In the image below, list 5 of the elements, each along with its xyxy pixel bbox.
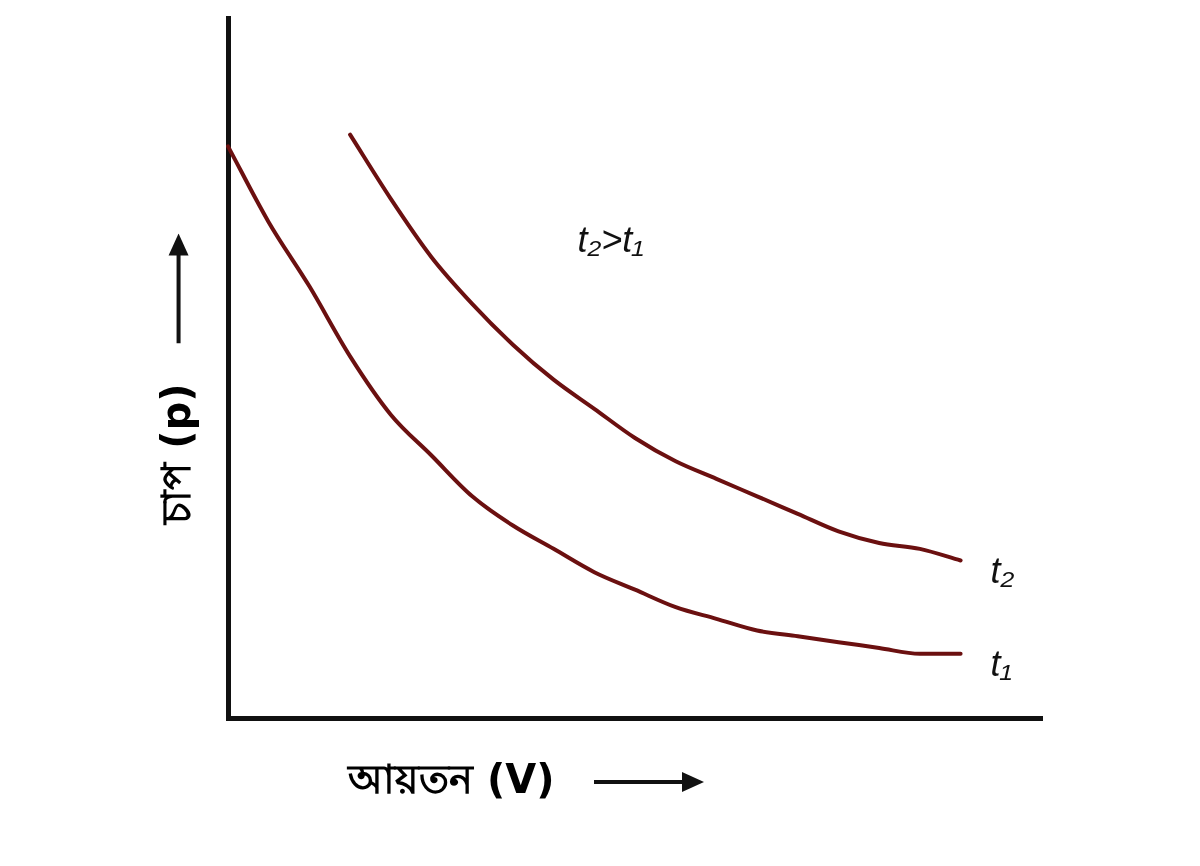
series-label: t₂ — [990, 549, 1015, 591]
x-axis-title: আয়তন (V) — [348, 755, 555, 804]
y-axis-title: চাপ (p) — [151, 382, 200, 524]
series-label: t₁ — [990, 642, 1012, 684]
annotation: t₂>t₁ — [577, 219, 644, 261]
